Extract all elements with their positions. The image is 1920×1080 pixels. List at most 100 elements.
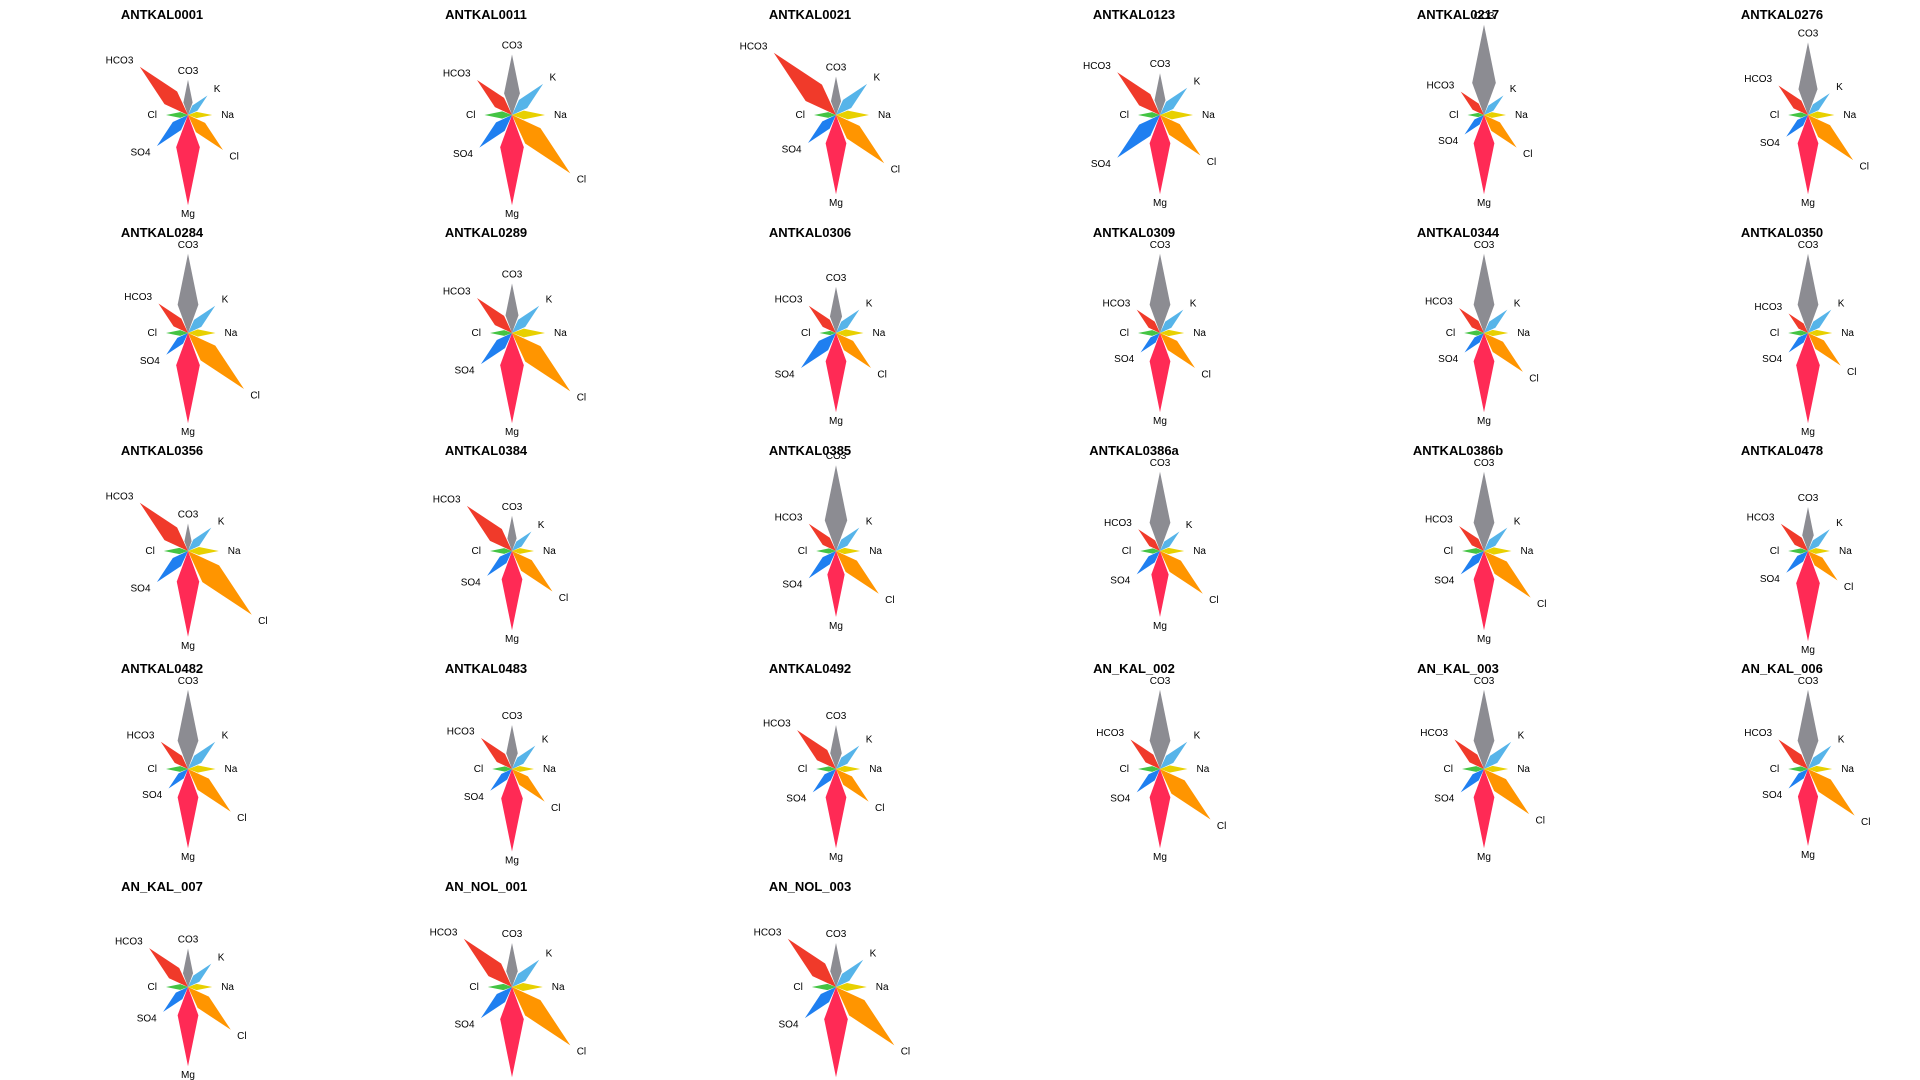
axis-label-cl: Cl <box>885 595 894 606</box>
axis-label-k: K <box>870 948 877 959</box>
axis-label-cl: Cl <box>875 803 884 814</box>
panel-title: AN_KAL_003 <box>1417 661 1499 676</box>
axis-label-cl: Cl <box>1444 764 1453 775</box>
star-petal-co3 <box>505 283 519 333</box>
axis-label-so4: SO4 <box>455 365 475 376</box>
star-petal-cl <box>1160 551 1203 594</box>
star-petal-na <box>512 766 534 772</box>
axis-label-cl: Cl <box>1770 764 1779 775</box>
axis-label-hco3: HCO3 <box>1744 728 1772 739</box>
star-petal-na <box>1160 547 1185 555</box>
star-petal-cl <box>1160 333 1196 369</box>
star-petal-co3 <box>830 943 842 987</box>
star-petal-na <box>1160 765 1188 773</box>
star-petal-co3 <box>1797 253 1819 333</box>
star-petal-k <box>512 959 540 987</box>
star-petal-na <box>1484 112 1506 118</box>
star-petal-mg <box>1149 115 1171 195</box>
star-petal-cl <box>1808 769 1855 816</box>
axis-label-cl: Cl <box>551 803 560 814</box>
star-petal-k <box>1160 309 1184 333</box>
axis-label-cl: Cl <box>1847 367 1856 378</box>
axis-label-so4: SO4 <box>1434 576 1454 587</box>
axis-label-cl: Cl <box>1770 110 1779 121</box>
star-petal-co3 <box>829 286 843 333</box>
axis-label-na: Na <box>1839 546 1852 557</box>
star-petal-cl <box>1138 112 1160 118</box>
star-petal-cl <box>1462 766 1484 772</box>
axis-label-na: Na <box>554 328 567 339</box>
axis-label-co3: CO3 <box>178 935 199 946</box>
axis-label-so4: SO4 <box>131 147 151 158</box>
axis-label-na: Na <box>554 110 567 121</box>
axis-label-cl: Cl <box>1770 546 1779 557</box>
axis-label-hco3: HCO3 <box>1103 298 1131 309</box>
star-petal-na <box>1484 765 1509 773</box>
axis-label-cl: Cl <box>1523 149 1532 160</box>
star-petal-so4 <box>480 987 512 1019</box>
star-petal-k <box>836 745 860 769</box>
star-petal-na <box>512 548 534 554</box>
axis-label-so4: SO4 <box>142 790 162 801</box>
star-petal-hco3 <box>1459 526 1484 551</box>
star-petal-hco3 <box>1454 739 1484 769</box>
star-panel: ANTKAL0344 K Na Cl Mg SO4 Cl HCO3 CO3 <box>1417 225 1539 427</box>
star-petal-cl <box>814 112 836 118</box>
axis-label-na: Na <box>228 546 241 557</box>
panel-title: ANTKAL0478 <box>1741 443 1823 458</box>
axis-label-k: K <box>873 73 880 84</box>
star-petal-co3 <box>177 689 199 769</box>
star-petal-k <box>512 305 540 333</box>
panel-title: ANTKAL0021 <box>769 7 851 22</box>
star-petal-hco3 <box>160 741 188 769</box>
star-petal-k <box>1808 745 1832 769</box>
star-petal-cl <box>166 766 188 772</box>
axis-label-na: Na <box>1841 328 1854 339</box>
star-petal-so4 <box>1136 551 1160 575</box>
axis-label-so4: SO4 <box>779 1019 799 1030</box>
star-petal-cl <box>490 548 512 554</box>
axis-label-cl: Cl <box>1446 328 1455 339</box>
star-petal-k <box>188 527 212 551</box>
star-panel: ANTKAL0021 K Na Cl Mg SO4 Cl HCO3 CO3 <box>740 7 900 209</box>
star-petal-cl <box>166 330 188 336</box>
star-petal-so4 <box>1117 115 1160 158</box>
star-petal-so4 <box>166 333 188 355</box>
star-panel: ANTKAL0306 K Na Cl Mg SO4 Cl HCO3 CO3 <box>769 225 887 427</box>
star-petal-k <box>1160 531 1180 551</box>
axis-label-hco3: HCO3 <box>1747 512 1775 523</box>
axis-label-k: K <box>1836 518 1843 529</box>
axis-label-so4: SO4 <box>1762 354 1782 365</box>
star-petal-cl <box>188 987 231 1030</box>
star-petal-na <box>188 983 213 991</box>
star-petal-cl <box>811 983 836 991</box>
star-petal-so4 <box>163 987 188 1012</box>
star-petal-cl <box>487 983 512 991</box>
star-petal-co3 <box>506 725 518 769</box>
axis-label-co3: CO3 <box>502 502 523 513</box>
axis-label-hco3: HCO3 <box>115 937 143 948</box>
star-petal-mg <box>1473 115 1495 195</box>
axis-label-k: K <box>1190 298 1197 309</box>
axis-label-na: Na <box>221 982 234 993</box>
axis-label-cl: Cl <box>472 328 481 339</box>
axis-label-cl: Cl <box>1537 599 1546 610</box>
star-petal-na <box>1160 329 1185 337</box>
axis-label-na: Na <box>221 110 234 121</box>
axis-label-so4: SO4 <box>786 794 806 805</box>
star-panel: ANTKAL0289 K Na Cl Mg SO4 Cl HCO3 CO3 <box>443 225 586 438</box>
axis-label-k: K <box>866 734 873 745</box>
star-petal-cl <box>512 115 571 174</box>
axis-label-hco3: HCO3 <box>740 41 768 52</box>
axis-label-k: K <box>1186 520 1193 531</box>
star-petal-cl <box>163 547 188 555</box>
axis-label-so4: SO4 <box>137 1013 157 1024</box>
axis-label-mg: Mg <box>1801 645 1815 656</box>
star-petal-hco3 <box>1460 91 1484 115</box>
star-petal-na <box>1808 765 1833 773</box>
axis-label-hco3: HCO3 <box>1744 74 1772 85</box>
star-petal-hco3 <box>158 303 188 333</box>
star-petal-na <box>512 328 545 338</box>
